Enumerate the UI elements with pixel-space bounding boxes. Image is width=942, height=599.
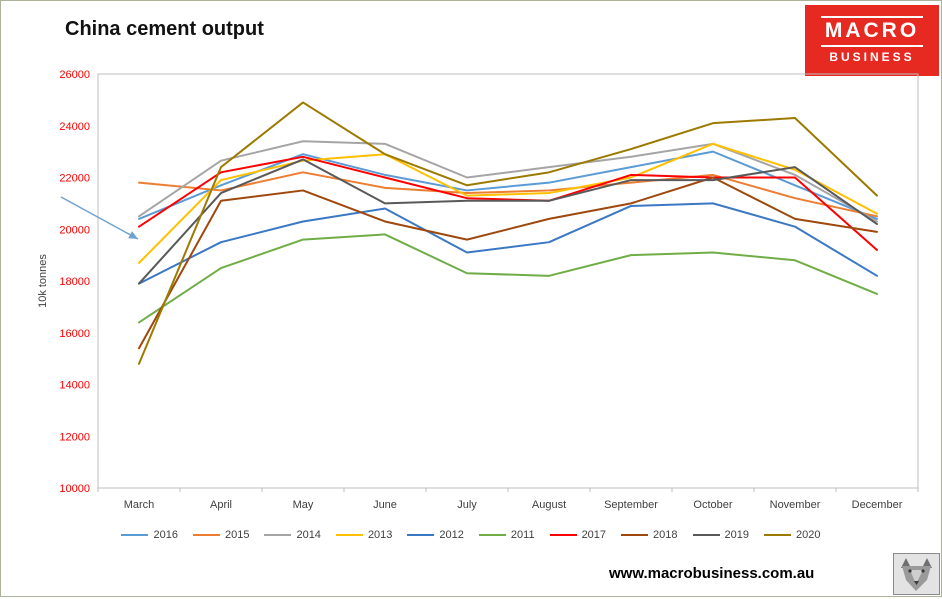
legend-label-2012: 2012 (439, 529, 464, 541)
y-axis-tick-label: 16000 (59, 328, 90, 340)
plot-area-border (97, 73, 919, 489)
legend-item-2020: 2020 (764, 529, 821, 541)
x-axis-tick-label: June (373, 499, 397, 511)
series-line-2020 (138, 101, 878, 365)
legend-item-2013: 2013 (335, 529, 393, 541)
x-axis-tick-label: April (210, 499, 232, 511)
legend-label-2013: 2013 (367, 529, 393, 541)
y-axis-tick-label: 14000 (59, 380, 90, 392)
series-line-2015 (138, 171, 878, 218)
legend-item-2019: 2019 (692, 529, 750, 541)
page-title: China cement output (65, 18, 264, 40)
website-url: www.macrobusiness.com.au (609, 565, 815, 582)
legend-label-2018: 2018 (653, 529, 678, 541)
x-axis-tick-label: July (457, 499, 477, 511)
legend-swatch-2014 (264, 534, 292, 536)
x-axis-tick-label: August (532, 499, 566, 511)
x-axis-tick-label: September (604, 499, 658, 511)
legend-label-2020: 2020 (796, 529, 821, 541)
legend-item-2014: 2014 (264, 529, 321, 541)
legend-item-2016: 2016 (121, 529, 178, 541)
legend-label-2011: 2011 (510, 529, 535, 541)
chart-legend: 2016 2015 2014 2013 2012 2011 2017 2018 2019 2020 (1, 527, 941, 543)
legend-item-2011: 2011 (478, 529, 535, 541)
y-axis-tick-label: 26000 (59, 69, 90, 81)
logo-text-macro: MACRO (821, 16, 923, 48)
legend-swatch-2011 (478, 534, 506, 536)
y-axis-title: 10k tonnes (37, 254, 49, 308)
legend-item-2012: 2012 (407, 529, 464, 541)
legend-swatch-2012 (407, 534, 435, 536)
series-line-2017 (138, 155, 878, 251)
legend-label-2019: 2019 (724, 529, 750, 541)
y-axis-tick-label: 22000 (59, 173, 90, 185)
legend-item-2017: 2017 (549, 529, 607, 541)
series-line-2012 (138, 202, 878, 285)
legend-label-2016: 2016 (153, 529, 178, 541)
y-axis-tick-label: 18000 (59, 276, 90, 288)
x-axis-tick-label: October (693, 499, 732, 511)
y-axis-tick-label: 12000 (59, 431, 90, 443)
legend-label-2017: 2017 (581, 529, 607, 541)
legend-swatch-2013 (335, 534, 363, 536)
legend-label-2015: 2015 (224, 529, 250, 541)
x-axis-tick-label: May (293, 499, 314, 511)
y-axis-tick-label: 24000 (59, 121, 90, 133)
legend-swatch-2015 (192, 534, 220, 536)
legend-item-2015: 2015 (192, 529, 250, 541)
series-line-2013 (138, 142, 878, 264)
annotation-arrow (60, 196, 139, 240)
macrobusiness-logo: MACRO BUSINESS (805, 5, 939, 76)
series-line-2018 (138, 176, 878, 350)
legend-swatch-2017 (549, 534, 577, 536)
legend-label-2014: 2014 (296, 529, 321, 541)
series-line-2019 (138, 158, 878, 285)
x-axis-tick-label: March (124, 499, 155, 511)
logo-text-business: BUSINESS (829, 50, 915, 65)
y-axis-tick-label: 10000 (59, 483, 90, 495)
y-axis-tick-label: 20000 (59, 224, 90, 236)
annotation-arrowhead (128, 231, 138, 239)
legend-swatch-2016 (121, 534, 149, 536)
legend-item-2018: 2018 (621, 529, 678, 541)
wolf-icon (894, 554, 939, 594)
series-line-2011 (138, 233, 878, 324)
wolf-logo-image (893, 553, 940, 595)
legend-swatch-2018 (621, 534, 649, 536)
x-axis-tick-label: November (770, 499, 821, 511)
legend-swatch-2019 (692, 534, 720, 536)
series-line-2014 (138, 140, 878, 223)
x-axis-tick-label: December (852, 499, 903, 511)
legend-swatch-2020 (764, 534, 792, 536)
